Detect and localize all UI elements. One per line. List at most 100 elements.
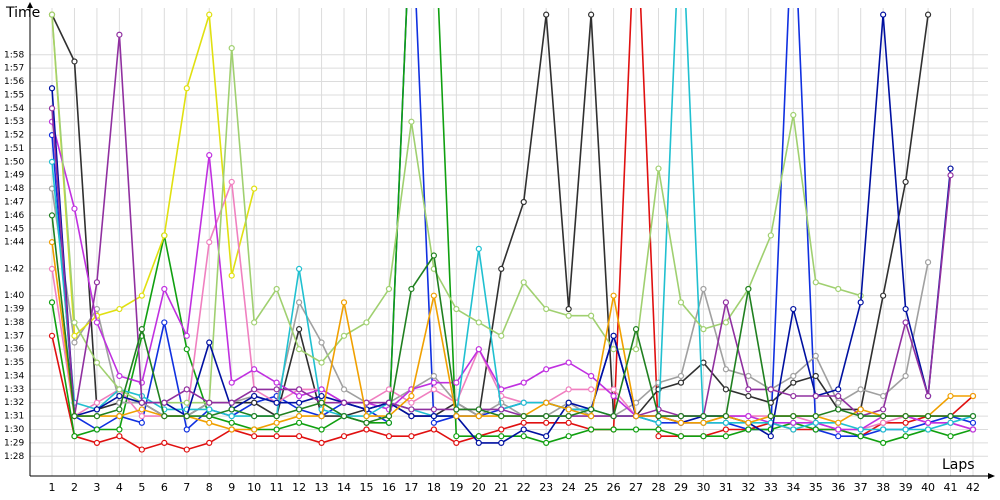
x-tick-label: 42: [966, 481, 980, 494]
point: [610, 413, 617, 420]
point: [700, 413, 707, 420]
point: [745, 419, 752, 426]
point: [251, 392, 258, 400]
point: [206, 419, 213, 426]
point: [116, 406, 123, 413]
point: [969, 419, 977, 426]
y-tick-label: 1:38: [4, 318, 24, 328]
point: [93, 359, 101, 366]
y-tick-label: 1:48: [4, 184, 24, 194]
point: [318, 426, 325, 433]
point: [430, 406, 437, 413]
point: [835, 433, 842, 440]
point: [251, 413, 258, 420]
point: [812, 419, 819, 426]
x-tick-label: 8: [206, 481, 213, 494]
x-tick-label: 32: [741, 481, 755, 494]
x-tick-label: 16: [382, 481, 396, 494]
point: [880, 413, 887, 420]
series-line: [51, 14, 255, 338]
point: [543, 439, 550, 446]
point: [924, 426, 932, 433]
point: [363, 319, 370, 326]
point: [520, 419, 527, 426]
point: [71, 205, 78, 212]
point: [453, 433, 460, 440]
point: [498, 332, 505, 339]
point: [700, 326, 707, 333]
x-tick-label: 26: [607, 481, 621, 494]
y-tick-label: 1:49: [4, 171, 24, 181]
point: [138, 419, 145, 426]
point: [161, 285, 168, 293]
point: [251, 319, 258, 326]
point: [498, 426, 505, 433]
point: [745, 386, 752, 393]
point: [857, 413, 864, 420]
point: [116, 372, 123, 380]
point: [295, 346, 303, 353]
y-tick-label: 1:42: [4, 264, 24, 274]
point: [520, 413, 527, 420]
point: [722, 366, 730, 373]
y-tick-label: 1:58: [4, 50, 24, 60]
x-axis-label: Laps: [942, 457, 975, 473]
point: [408, 399, 415, 406]
point: [565, 413, 572, 420]
x-tick-label: 1: [49, 481, 56, 494]
point: [812, 413, 819, 420]
point: [812, 426, 819, 433]
point: [902, 426, 909, 433]
point: [947, 172, 954, 179]
point: [790, 379, 797, 386]
point: [138, 406, 145, 413]
point: [183, 386, 190, 393]
point: [655, 426, 662, 433]
point: [206, 413, 213, 420]
point: [767, 433, 774, 440]
point: [610, 426, 617, 433]
point: [251, 366, 258, 373]
point: [610, 292, 617, 299]
point: [295, 419, 303, 426]
point: [116, 413, 123, 420]
point: [71, 58, 78, 65]
point: [790, 419, 797, 426]
x-tick-label: 34: [786, 481, 800, 494]
x-tick-label: 36: [831, 481, 845, 494]
point: [655, 433, 662, 440]
point: [453, 439, 460, 446]
point: [588, 11, 595, 18]
point: [498, 433, 505, 440]
y-tick-label: 1:47: [4, 198, 24, 208]
point: [790, 413, 797, 420]
point: [790, 111, 797, 119]
y-tick-label: 1:56: [4, 77, 24, 87]
x-tick-label: 37: [854, 481, 868, 494]
x-tick-label: 35: [809, 481, 823, 494]
point: [430, 292, 437, 299]
point: [138, 326, 145, 333]
point: [745, 285, 752, 293]
point: [700, 433, 707, 440]
point: [475, 439, 482, 446]
point: [295, 299, 303, 306]
point: [677, 299, 685, 306]
point: [902, 305, 909, 313]
point: [48, 158, 56, 165]
point: [565, 312, 572, 319]
point: [318, 359, 325, 366]
point: [161, 232, 168, 239]
x-tick-label: 28: [652, 481, 666, 494]
point: [857, 406, 864, 413]
point: [924, 259, 932, 266]
point: [116, 426, 123, 433]
x-tick-label: 31: [719, 481, 733, 494]
point: [206, 239, 213, 246]
point: [295, 392, 303, 400]
point: [543, 419, 550, 426]
series-line: [51, 8, 974, 431]
point: [453, 413, 460, 420]
point: [183, 446, 190, 453]
point: [498, 265, 505, 273]
